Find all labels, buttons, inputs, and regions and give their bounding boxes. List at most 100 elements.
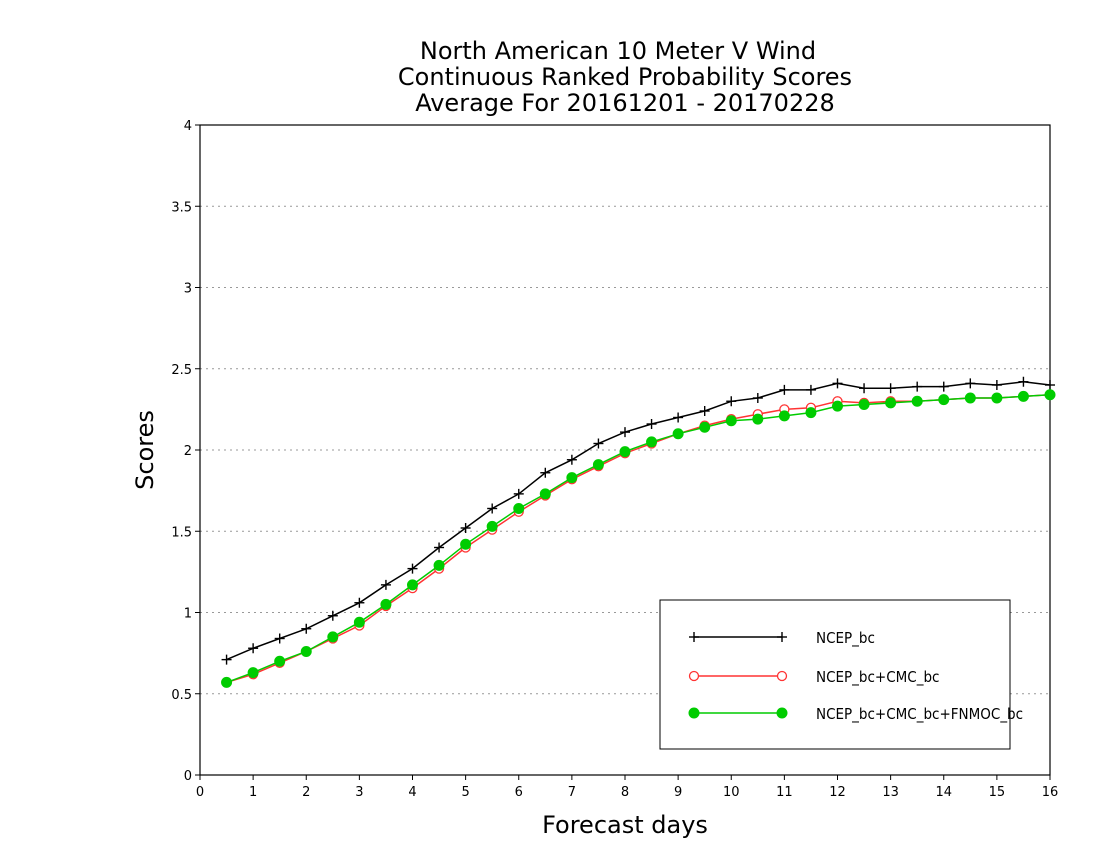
chart-title-line-1: North American 10 Meter V Wind [420,37,816,65]
series-0-point-22 [805,384,816,395]
series-2-point-16 [646,436,658,448]
x-tick-label-10: 10 [723,785,740,800]
series-0-point-20 [752,393,763,403]
series-0-point-3 [301,623,312,634]
series-0-point-19 [726,396,737,407]
series-0-point-6 [380,579,391,590]
legend-label-2: NCEP_bc+CMC_bc+FNMOC_bc [816,705,1023,724]
series-2-point-10 [486,520,498,532]
series-0-point-7 [407,563,418,574]
series-2-point-25 [885,397,897,409]
series-2-point-30 [1017,390,1029,402]
series-2-point-24 [858,399,870,410]
legend-entry-1: NCEP_bc+CMC_bc [688,668,939,687]
legend-entry-0: NCEP_bc [689,629,875,648]
series-2-point-3 [300,646,312,657]
series-2-point-21 [778,410,790,422]
series-2-point-5 [353,616,365,628]
legend-label-1: NCEP_bc+CMC_bc [816,668,939,687]
series-2-point-29 [991,392,1003,404]
x-tick-label-16: 16 [1042,785,1059,800]
x-tick-label-12: 12 [829,785,846,800]
series-2 [221,389,1056,688]
series-2-point-19 [725,415,737,427]
series-0-point-5 [354,597,365,608]
y-tick-label-4: 2 [184,444,192,459]
legend-entry-2: NCEP_bc+CMC_bc+FNMOC_bc [688,705,1023,724]
y-tick-label-0: 0 [184,769,192,784]
y-tick-label-2: 1 [184,607,192,622]
y-tick-label-8: 4 [184,119,192,134]
series-0-point-18 [699,406,710,416]
legend-label-0: NCEP_bc [816,629,875,648]
series-2-point-20 [752,413,764,425]
series-2-point-6 [380,598,392,610]
y-tick-label-3: 1.5 [171,525,192,540]
series-2-point-26 [911,395,923,407]
series-0-point-1 [248,643,259,654]
y-tick-label-1: 0.5 [171,688,192,703]
axis-ticks: 00.511.522.533.540 1 2 3 4 5 6 7 8 9 10 11 12 13 14 15 1… [171,119,1058,800]
series-0-point-25 [885,383,896,394]
series-2-point-4 [327,631,339,643]
series-0-point-28 [965,378,976,389]
series-0-point-11 [513,488,524,499]
series-0-point-16 [646,419,657,429]
series-2-point-9 [460,538,472,550]
series-0-point-10 [487,503,498,514]
x-tick-label-1: 1 [249,785,257,800]
series-0-point-27 [938,381,949,392]
series-2-point-7 [407,579,418,591]
legend-marker-start-1 [688,670,700,682]
series-0-point-0 [221,654,232,665]
series-0-point-15 [620,427,630,438]
series-0-point-30 [1018,376,1029,387]
series-2-point-15 [619,446,631,458]
x-tick-label-3: 3 [355,785,363,800]
x-tick-label-5: 5 [461,785,469,800]
legend: NCEP_bc NCEP_bc+CMC_bc NCEP_bc+CMC_bc+FNMO… [659,599,1023,750]
x-tick-label-4: 4 [408,785,416,800]
legend-marker-start-2 [688,707,700,719]
series-0-point-17 [673,412,684,423]
legend-marker-end-1 [776,670,788,682]
series-0-point-13 [566,454,577,465]
series-2-point-0 [221,676,233,688]
series-0-point-4 [327,610,338,621]
series-2-point-22 [805,407,817,419]
x-tick-label-0: 0 [196,785,204,800]
y-axis-label: Scores [131,410,159,490]
series-2-point-18 [699,421,711,433]
series-2-point-28 [964,392,976,404]
series-0-point-29 [991,380,1002,390]
series-2-point-2 [274,655,286,667]
series-0-point-9 [460,523,471,533]
series-2-point-8 [433,559,445,571]
series-0-point-8 [434,542,445,553]
legend-marker-start-0 [689,632,699,642]
series-2-point-23 [832,400,843,412]
x-axis-label: Forecast days [542,811,708,839]
legend-marker-end-0 [777,632,787,642]
x-tick-label-15: 15 [989,785,1006,800]
legend-marker-end-2 [776,707,788,719]
series-0-point-14 [593,438,604,449]
series-0-point-31 [1045,380,1055,390]
legend-items: NCEP_bc NCEP_bc+CMC_bc NCEP_bc+CMC_bc+FNMO… [688,629,1023,724]
series-0 [221,376,1055,665]
y-tick-label-6: 3 [184,282,192,297]
series-2-point-12 [539,488,551,500]
x-tick-label-11: 11 [776,785,793,800]
x-tick-label-9: 9 [674,785,682,800]
legend-box [659,599,1011,750]
series-2-point-11 [513,503,525,514]
x-tick-label-6: 6 [515,785,523,800]
x-tick-label-13: 13 [882,785,899,800]
x-tick-label-14: 14 [935,785,952,800]
series-0-point-24 [859,383,870,394]
series-2-point-14 [592,459,604,471]
chart-title-line-2: Continuous Ranked Probability Scores [398,63,852,91]
series-0-point-26 [912,381,923,392]
